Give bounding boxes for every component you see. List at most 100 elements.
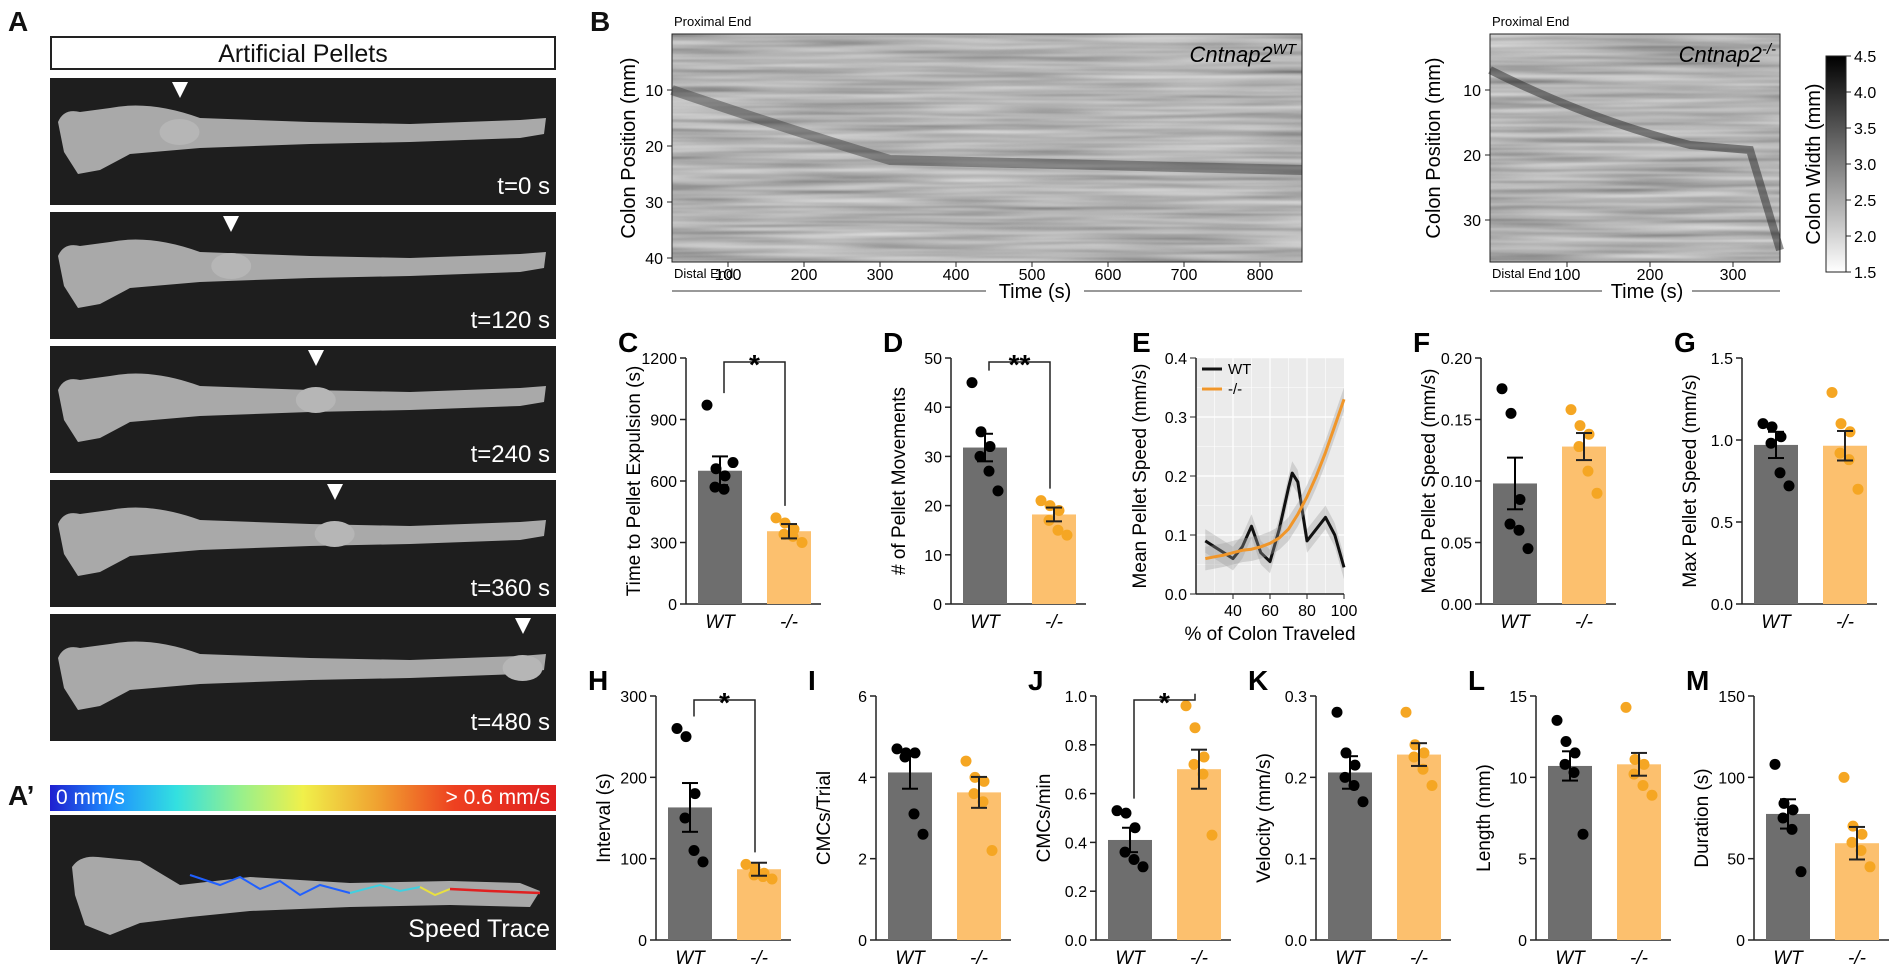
y-tick-label: 50 [924, 351, 942, 368]
panel-b-kymographs: Proximal End Cntnap2WT Distal End 100 200… [618, 14, 1876, 303]
y-tick-label: 1.5 [1711, 351, 1733, 368]
chart-e-speed-vs-colon: E 0.0 0.1 0.2 0.3 0.4 40 60 80 100 % of Colon Trav… [1130, 332, 1357, 645]
y-tick-label: 0.4 [1065, 835, 1087, 852]
data-point [1137, 861, 1149, 873]
data-point [1573, 441, 1585, 453]
chart-j-cmcs-min: J 0.0 0.2 0.4 0.6 0.8 1.0 CMCs/min WT -/- * [1028, 665, 1231, 969]
pellet-frame: t=360 s [50, 480, 556, 607]
data-point [778, 528, 790, 540]
x-tick-label: 200 [1637, 267, 1664, 284]
x-tick-label: 80 [1298, 603, 1316, 620]
legend-label: -/- [1228, 381, 1242, 398]
colon-image [58, 641, 546, 710]
panel-label: H [588, 665, 608, 696]
wt-xlabel-bg [986, 282, 1084, 302]
speed-trace-label: Speed Trace [408, 915, 550, 943]
data-point [908, 808, 920, 820]
x-category-label: -/- [750, 948, 768, 969]
x-category-label: WT [970, 612, 1001, 633]
colorbar-ticks: 4.5 4.0 3.5 3.0 2.5 2.0 1.5 [1846, 49, 1876, 282]
colon-shape [58, 641, 546, 710]
x-category-label: WT [1773, 948, 1804, 969]
panel-label-a-prime: A’ [8, 780, 35, 811]
y-tick-label: 0.15 [1441, 413, 1472, 430]
bar-wt [888, 772, 932, 940]
y-tick-label: 0.10 [1441, 474, 1472, 491]
pellet-arrow-icon [514, 618, 531, 634]
y-tick-label: 0.0 [1165, 587, 1187, 604]
data-point [671, 723, 683, 735]
y-tick-label: 4 [858, 770, 867, 787]
significance-mark: * [1159, 687, 1170, 718]
y-tick-label: 0.1 [1285, 852, 1307, 869]
ko-proximal-label: Proximal End [1492, 14, 1569, 29]
data-point [727, 457, 739, 469]
y-tick-label: 0 [933, 597, 942, 614]
data-point [1189, 722, 1201, 734]
x-category-label: -/- [1410, 948, 1428, 969]
colorbar-tick-label: 3.5 [1854, 121, 1876, 138]
y-tick-label: 0.0 [1711, 597, 1733, 614]
data-point [1408, 751, 1420, 763]
speed-trace-image: Speed Trace [50, 815, 556, 950]
data-point [779, 517, 791, 529]
y-tick-label: 0.1 [1165, 528, 1187, 545]
x-category-label: -/- [1190, 948, 1208, 969]
y-tick-label: 10 [1509, 770, 1527, 787]
colorbar-tick-label: 1.5 [1854, 265, 1876, 282]
colorbar-tick-label: 3.0 [1854, 157, 1876, 174]
y-tick-label: 0.05 [1441, 536, 1472, 553]
data-point [1514, 493, 1526, 505]
x-category-label: -/- [1630, 948, 1648, 969]
y-axis-label: Max Pellet Speed (mm/s) [1680, 374, 1701, 587]
y-tick-label: 1200 [641, 351, 677, 368]
wt-pellet-track [670, 85, 1303, 175]
data-point [1628, 768, 1640, 780]
bar-wt [1548, 765, 1592, 940]
data-point [1846, 836, 1858, 848]
wt-y-ticks: 10 20 30 40 [645, 83, 672, 268]
significance-mark: * [749, 349, 760, 380]
y-tick-label: 20 [924, 499, 942, 516]
frame-time-label: t=480 s [470, 709, 550, 736]
chart-m-duration: M 0 50 100 150 Duration (s) WT -/- [1686, 665, 1889, 969]
data-point [796, 537, 808, 548]
data-point [1826, 386, 1838, 398]
ko-x-ticks: 100 200 300 [1554, 262, 1746, 284]
series-line-ko [1205, 398, 1346, 561]
x-category-label: WT [1761, 612, 1792, 633]
data-point [1856, 828, 1868, 840]
y-tick-label: 0.00 [1441, 597, 1472, 614]
y-tick-label: 20 [1463, 148, 1481, 165]
data-point [1864, 861, 1876, 873]
kymograph-wt: Proximal End Cntnap2WT Distal End 100 200… [618, 14, 1303, 303]
y-axis-label: Interval (s) [594, 773, 615, 863]
pellet-frame: t=0 s [50, 78, 556, 205]
x-category-label: -/- [1045, 612, 1063, 633]
data-point [1775, 431, 1787, 443]
bar-wt [1108, 839, 1152, 940]
y-tick-label: 10 [645, 83, 663, 100]
panel-label: J [1028, 665, 1044, 696]
speed-colorscale: 0 mm/s > 0.6 mm/s [50, 785, 556, 811]
panel-label-a: A [8, 6, 29, 37]
data-point [1852, 483, 1864, 495]
data-point [1577, 828, 1589, 840]
colon-image [58, 507, 546, 576]
data-point [1795, 866, 1807, 878]
data-point [968, 788, 980, 800]
y-tick-label: 0 [1736, 933, 1745, 950]
data-point [1834, 447, 1846, 459]
bar-ko [957, 792, 1001, 940]
bar-ko [1177, 769, 1221, 940]
data-point [1331, 706, 1343, 718]
y-tick-label: 0.20 [1441, 351, 1472, 368]
y-tick-label: 1.0 [1065, 689, 1087, 706]
panel-label: M [1686, 665, 1709, 696]
x-tick-label: 400 [943, 267, 970, 284]
data-point [966, 377, 978, 389]
y-tick-label: 100 [1718, 770, 1745, 787]
data-point [688, 845, 700, 857]
y-tick-label: 0.2 [1065, 884, 1087, 901]
data-point [1559, 758, 1571, 770]
